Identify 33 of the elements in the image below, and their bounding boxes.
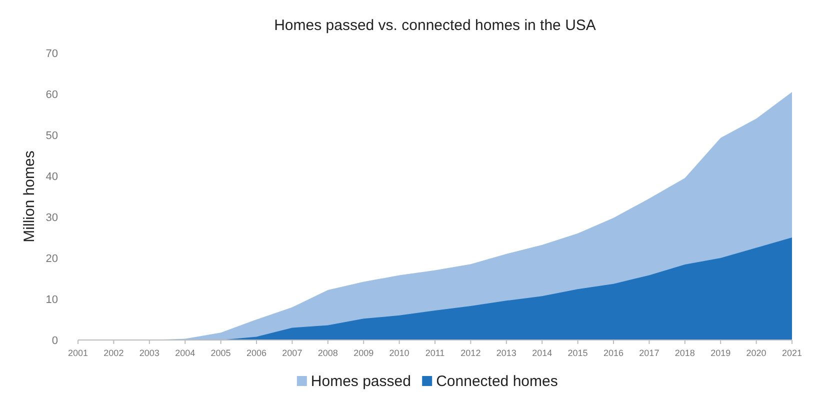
x-tick-label: 2014	[532, 348, 552, 358]
x-tick-label: 2021	[782, 348, 802, 358]
x-tick-label: 2017	[639, 348, 660, 358]
x-tick-label: 2006	[246, 348, 267, 358]
y-tick-label: 70	[46, 48, 58, 60]
legend-label: Homes passed	[310, 373, 411, 390]
y-tick-label: 40	[46, 170, 58, 183]
y-tick-label: 50	[46, 130, 58, 142]
y-tick-label: 0	[52, 334, 58, 347]
x-tick-label: 2003	[139, 348, 160, 358]
x-tick-label: 2019	[710, 348, 731, 358]
x-tick-label: 2020	[746, 348, 766, 358]
x-tick-label: 2011	[425, 348, 445, 358]
x-tick-label: 2007	[282, 348, 302, 358]
x-tick-label: 2004	[175, 348, 196, 358]
y-tick-label: 10	[46, 294, 58, 306]
y-axis-title: Million homes	[21, 150, 38, 242]
x-tick-label: 2013	[496, 348, 516, 358]
x-tick-label: 2010	[389, 348, 410, 358]
y-tick-label: 20	[46, 252, 58, 265]
x-tick-label: 2005	[210, 348, 231, 358]
legend-label: Connected homes	[436, 373, 558, 390]
x-tick-label: 2018	[674, 348, 695, 358]
x-tick-label: 2009	[354, 348, 374, 358]
x-tick-label: 2016	[603, 348, 624, 358]
x-tick-label: 2012	[460, 348, 481, 358]
x-tick-label: 2008	[318, 348, 338, 358]
x-tick-label: 2015	[568, 348, 588, 358]
chart-title: Homes passed vs. connected homes in the USA	[274, 17, 596, 34]
y-tick-label: 60	[46, 88, 58, 101]
y-tick-label: 30	[46, 212, 58, 224]
x-tick-label: 2001	[68, 348, 88, 358]
x-tick-label: 2002	[104, 348, 124, 358]
